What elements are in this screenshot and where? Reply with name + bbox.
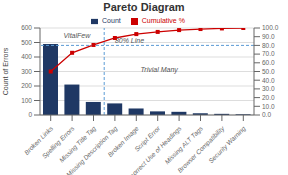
svg-text:Script Error: Script Error [133,124,162,153]
svg-text:50.0: 50.0 [262,68,275,75]
svg-text:90.0: 90.0 [262,33,275,40]
svg-text:0: 0 [28,111,32,118]
svg-text:Browser Compatibility: Browser Compatibility [176,124,226,174]
svg-text:80.0: 80.0 [262,42,275,49]
svg-text:0.0: 0.0 [262,111,271,118]
html-text:Count: Count [102,17,121,24]
svg-text:30.0: 30.0 [262,85,275,92]
html-text:Cumulative %: Cumulative % [141,17,185,24]
svg-text:Missing Title Tag: Missing Title Tag [58,124,98,164]
svg-text:Broken Image: Broken Image [106,124,141,159]
svg-text:80% Line: 80% Line [115,37,144,44]
svg-text:500: 500 [21,39,32,46]
svg-text:Broken Links: Broken Links [22,124,55,157]
svg-text:70.0: 70.0 [262,50,275,57]
svg-text:600: 600 [21,24,32,31]
svg-text:Spelling Errors: Spelling Errors [40,124,76,160]
svg-text:Missing ALT Tags: Missing ALT Tags [163,124,204,166]
svg-text:300: 300 [21,68,32,75]
svg-text:VitalFew: VitalFew [64,32,92,39]
svg-text:400: 400 [21,53,32,60]
svg-text:200: 200 [21,82,32,89]
svg-text:Security Warning: Security Warning [207,124,248,165]
svg-text:Trivial Many: Trivial Many [141,66,179,74]
svg-text:40.0: 40.0 [262,77,275,84]
svg-text:Count of Errors: Count of Errors [8,47,9,95]
svg-text:60.0: 60.0 [262,59,275,66]
svg-text:100.0: 100.0 [262,24,279,31]
html-text:Pareto Diagram: Pareto Diagram [103,1,185,13]
svg-text:100: 100 [21,97,32,104]
svg-text:10.0: 10.0 [262,103,275,110]
svg-text:20.0: 20.0 [262,94,275,101]
